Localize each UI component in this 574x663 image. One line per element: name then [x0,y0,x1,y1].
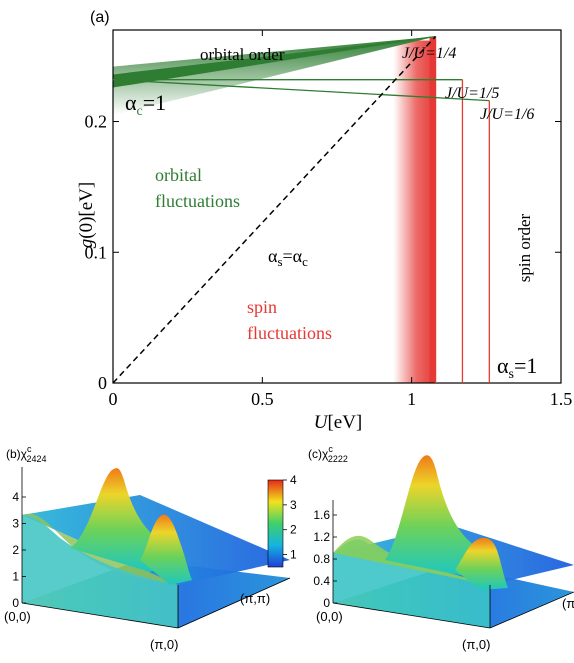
surface-b-corner-origin: (0,0) [4,609,31,624]
label-alpha-s: αs=1 [497,353,537,382]
series-0-orbital-boundary [112,35,436,81]
panel-a-label: (a) [90,9,110,26]
z-tick-label: 0 [323,596,330,610]
orbital-fluctuation-wedge [113,36,436,115]
surface-b-corner-pi0: (π,0) [150,637,178,652]
legend-ju-quarter: J/U=1/4 [402,45,456,62]
axis-ticks: 0 0.5 1 1.5 0 0.1 0.2 [85,30,573,409]
surface-b-edge-3 [177,577,291,629]
surface-panel-c: (c)χc 2222 0 0.4 0.8 1.2 1.6 (0,0) (π,0) (π [308,444,574,652]
surface-c-corner-origin: (0,0) [316,609,343,624]
surface-c-edge-2 [332,602,491,629]
z-tick-label: 0 [12,596,19,610]
surface-b-corner-pipi: (π,π) [240,591,270,606]
legend-ju-fifth: J/U=1/5 [445,85,499,102]
y-axis-label: g(0)[eV] [76,182,97,248]
surface-c-z-ticks: 0 0.4 0.8 1.2 1.6 [313,508,337,610]
surface-b-edge-2 [21,602,179,629]
legend-ju-sixth: J/U=1/6 [480,106,534,123]
orbital-order-boundary-wedge [113,36,436,88]
y-tick-label: 0 [98,373,107,393]
z-tick-label: 1.2 [313,530,330,544]
label-orbital-order: orbital order [200,45,285,64]
surface-c-edge-3 [489,591,574,629]
surface-c-corner-pipi: (π [562,596,574,611]
spin-fluctuation-shading [393,40,436,383]
phase-boundary-lines [112,35,490,384]
colorbar-tick-label: 2 [290,523,297,537]
label-orbital-fluct-2: fluctuations [155,191,240,211]
colorbar [267,479,284,568]
colorbar-ticks: 1 2 3 4 [283,473,297,562]
plot-frame [112,29,562,384]
y-tick-label: 0.1 [85,242,108,262]
y-tick-label: 0.2 [85,112,108,132]
x-tick-label: 0.5 [251,389,274,409]
surface-b-left-face [22,515,178,628]
x-tick-label: 1.5 [550,389,573,409]
colorbar-tick-label: 1 [290,548,297,562]
z-tick-label: 0.4 [313,574,330,588]
surface-c-corner-pi0: (π,0) [462,637,490,652]
x-tick-label: 1 [407,389,416,409]
x-tick-label: 0 [109,389,118,409]
panel-b-label: (b)χc 2424 [6,444,47,464]
label-spin-fluct-2: fluctuations [247,323,332,343]
surface-b-z-ticks: 0 1 2 3 4 [12,490,26,610]
surface-b-peak-secondary [140,514,192,585]
surface-panel-b: (b)χc 2424 0 1 2 3 4 (0,0) (π,0) (π,π) 1 2 3 4 [4,444,297,652]
z-tick-label: 1.6 [313,508,330,522]
surface-c-peak-secondary [455,537,508,590]
phase-diagram-panel: (a) 0 0.5 1 1.5 0 0.1 0.2 U[eV] g(0)[eV] orbit… [76,9,572,433]
label-spin-order: spin order [515,213,534,282]
x-axis-label: U[eV] [314,412,363,433]
panel-c-label: (c)χc 2222 [308,444,348,464]
series-alpha-s-eq-alpha-c [112,36,437,384]
series-2-orbital-boundary [112,79,490,102]
z-tick-label: 1 [12,570,19,584]
surface-c-ridge-left [333,535,490,585]
z-tick-label: 0.8 [313,552,330,566]
colorbar-tick-label: 4 [290,473,297,487]
z-tick-label: 4 [12,490,19,504]
label-spin-fluct-1: spin [247,297,277,317]
z-tick-label: 3 [12,517,19,531]
label-alpha-s-eq-alpha-c: αs=αc [268,246,308,269]
label-alpha-c: αc=1 [125,90,166,119]
label-orbital-fluct-1: orbital [155,165,202,185]
z-tick-label: 2 [12,543,19,557]
spin-order-boundary-band [429,36,436,383]
surface-c-left-face [333,539,490,628]
colorbar-tick-label: 3 [290,498,297,512]
